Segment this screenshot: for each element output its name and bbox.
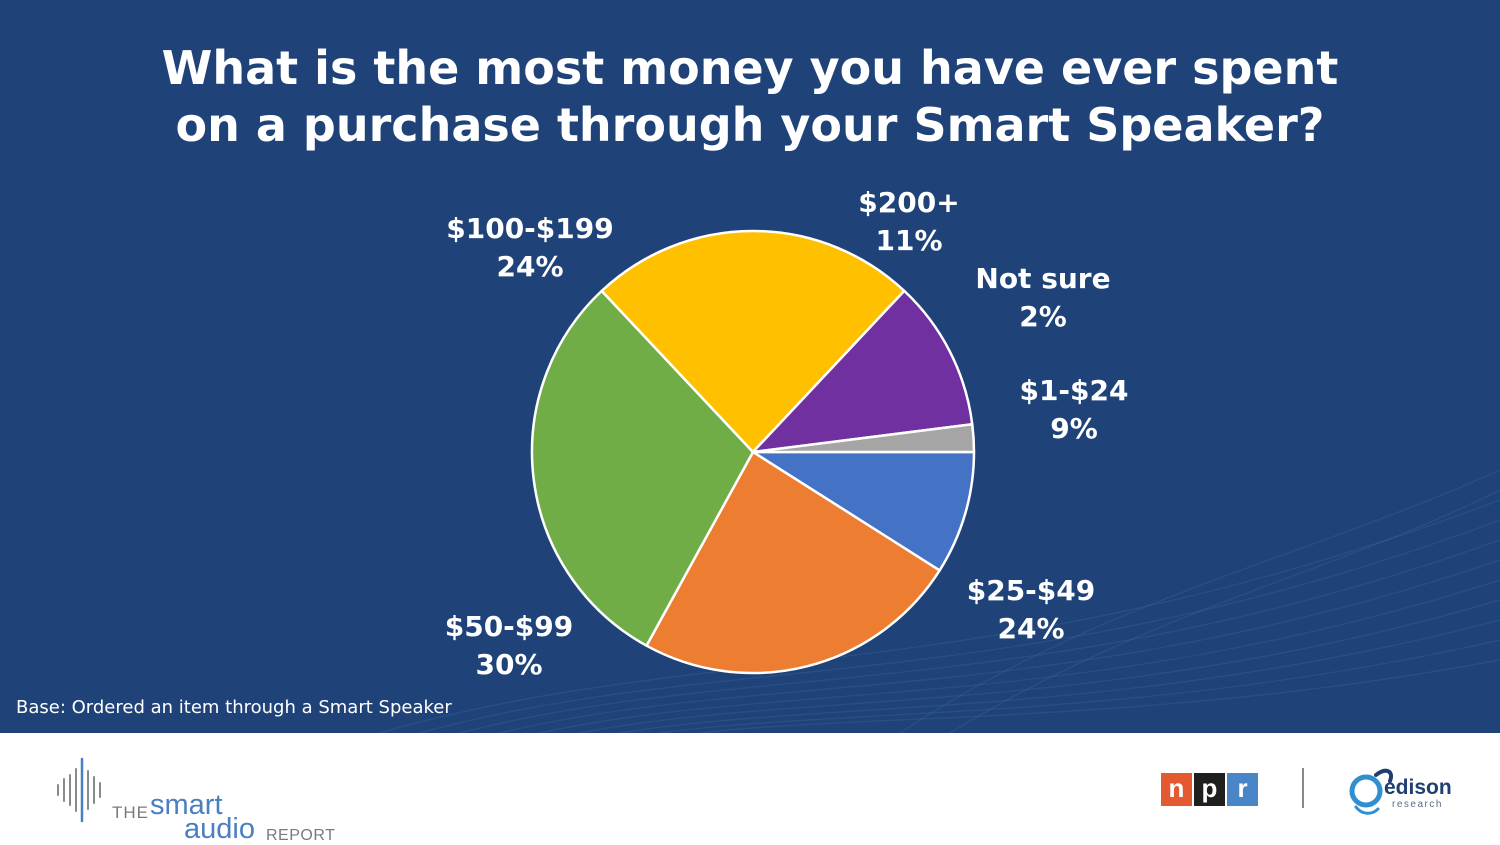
edison-text: edison	[1384, 776, 1452, 799]
logo-text-smart: smart	[150, 789, 223, 821]
pie-slice-2	[530, 289, 755, 647]
slice-label-5: Not sure	[975, 262, 1110, 295]
logo-text-report: REPORT	[266, 827, 336, 844]
pie-slice-5	[751, 423, 976, 454]
edison-swirl-icon	[1349, 768, 1393, 815]
slice-percent-2: 30%	[475, 648, 542, 681]
chart-title: What is the most money you have ever spe…	[100, 40, 1400, 154]
npr-logo: n p r	[1161, 773, 1260, 806]
edison-research-text: research	[1392, 799, 1443, 810]
slice-percent-3: 24%	[496, 250, 563, 283]
pie-slice-0	[751, 450, 976, 572]
slice-label-3: $100-$199	[446, 212, 613, 245]
logo-divider	[1302, 768, 1304, 808]
pie-slices	[530, 229, 976, 675]
pie-slice-4	[751, 289, 974, 454]
slice-percent-5: 2%	[1019, 300, 1067, 333]
pie-chart: $1-$24 9% $25-$49 24% $50-$99 30% $100-$199 24%…	[445, 186, 1129, 681]
edison-research-logo: edison research	[1346, 763, 1456, 823]
title-line-2: on a purchase through your Smart Speaker…	[175, 98, 1325, 152]
pie-labels: $1-$24 9% $25-$49 24% $50-$99 30% $100-$199 24%…	[445, 186, 1129, 681]
soundwave-icon	[57, 757, 101, 823]
title-line-1: What is the most money you have ever spe…	[161, 41, 1339, 95]
base-note: Base: Ordered an item through a Smart Sp…	[16, 697, 452, 718]
footer: THE smart audio REPORT n p r edison rese…	[0, 733, 1500, 844]
slice-label-2: $50-$99	[445, 610, 574, 643]
npr-letter-p: p	[1194, 773, 1225, 806]
slice-label-0: $1-$24	[1019, 374, 1128, 407]
slice-percent-1: 24%	[997, 612, 1064, 645]
logo-text-the: THE	[112, 803, 149, 822]
slice-label-4: $200+	[858, 186, 959, 219]
npr-letter-n: n	[1161, 773, 1192, 806]
decorative-waves	[379, 469, 1500, 733]
logo-text-audio: audio	[184, 813, 255, 845]
smart-audio-report-logo: THE smart audio REPORT	[54, 755, 354, 844]
slide-background: What is the most money you have ever spe…	[0, 0, 1500, 733]
pie-slice-3	[600, 229, 906, 454]
pie-slice-1	[645, 450, 941, 675]
npr-letter-r: r	[1227, 773, 1258, 806]
slice-percent-4: 11%	[875, 224, 942, 257]
slice-label-1: $25-$49	[967, 574, 1096, 607]
slice-percent-0: 9%	[1050, 412, 1098, 445]
